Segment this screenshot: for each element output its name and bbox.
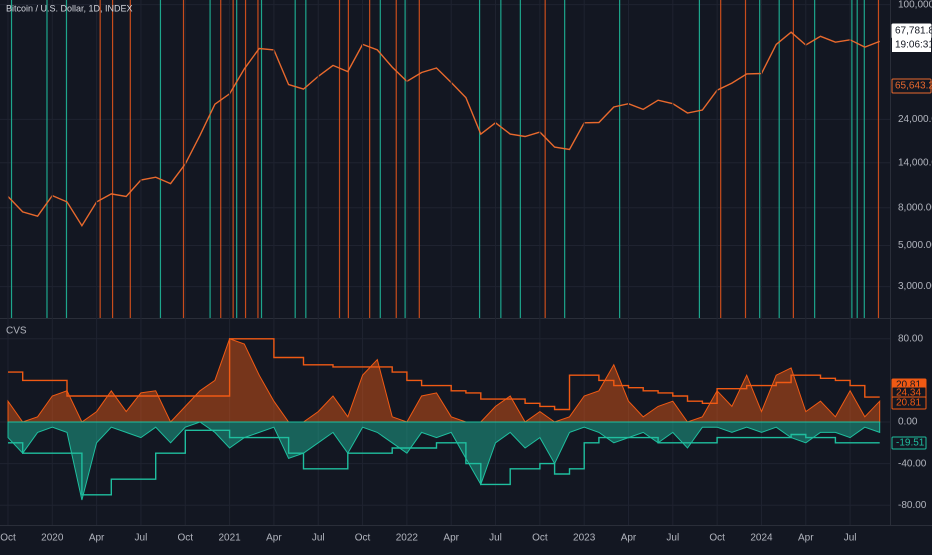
x-tick-label: Apr [266,533,282,544]
y-tick-label: 100,000.00 [898,0,932,10]
x-tick-label: Jul [489,533,502,544]
value-tag-label: -19.51 [896,438,925,449]
y-tick-label: 14,000.00 [898,157,932,168]
x-tick-label: Oct [0,533,16,544]
y-tick-label: 24,000.00 [898,114,932,125]
x-tick-label: 2022 [396,533,419,544]
value-tag-label: 24.34 [896,388,921,399]
symbol-title: Bitcoin / U.S. Dollar, 1D, INDEX [6,3,133,13]
x-tick-label: Apr [798,533,814,544]
price-tag-label: 65,643.25 [895,81,932,92]
oscillator-area [7,338,881,423]
y-tick-label: -40.00 [898,458,927,469]
y-tick-label: 80.00 [898,333,923,344]
value-tag [891,436,927,450]
price-tag [891,78,932,94]
x-tick-label: Apr [89,533,105,544]
y-tick-label: 3,000.00 [898,281,932,292]
x-tick-label: 2023 [573,533,596,544]
x-tick-label: Oct [177,533,193,544]
x-tick-label: Oct [355,533,371,544]
x-tick-label: Jul [312,533,325,544]
x-tick-label: Oct [709,533,725,544]
x-tick-label: Jul [135,533,148,544]
price-tag-label: 67,781.89 [895,26,932,37]
threshold-line [8,338,880,411]
y-tick-label: -80.00 [898,500,927,511]
oscillator-area [7,421,881,501]
value-tag [891,396,927,410]
y-tick-label: 8,000.00 [898,202,932,213]
x-tick-label: Apr [443,533,459,544]
x-tick-label: Jul [666,533,679,544]
value-tag-label: 20.81 [896,398,921,409]
threshold-line [8,429,880,496]
countdown-tag [892,38,931,52]
value-tag-label: 20.81 [896,380,921,391]
x-tick-label: 2021 [218,533,241,544]
price-line [7,31,880,228]
x-tick-label: Apr [621,533,637,544]
x-tick-label: Jul [844,533,857,544]
y-tick-label: 5,000.00 [898,240,932,251]
pane-title: CVS [6,326,27,337]
x-tick-label: Oct [532,533,548,544]
y-tick-label: 0.00 [898,417,918,428]
x-tick-label: 2024 [750,533,773,544]
countdown-label: 19:06:31 [895,40,932,51]
x-tick-label: 2020 [41,533,64,544]
